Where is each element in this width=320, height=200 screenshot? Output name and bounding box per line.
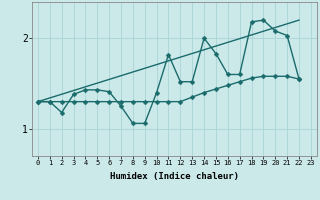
X-axis label: Humidex (Indice chaleur): Humidex (Indice chaleur) [110,172,239,181]
